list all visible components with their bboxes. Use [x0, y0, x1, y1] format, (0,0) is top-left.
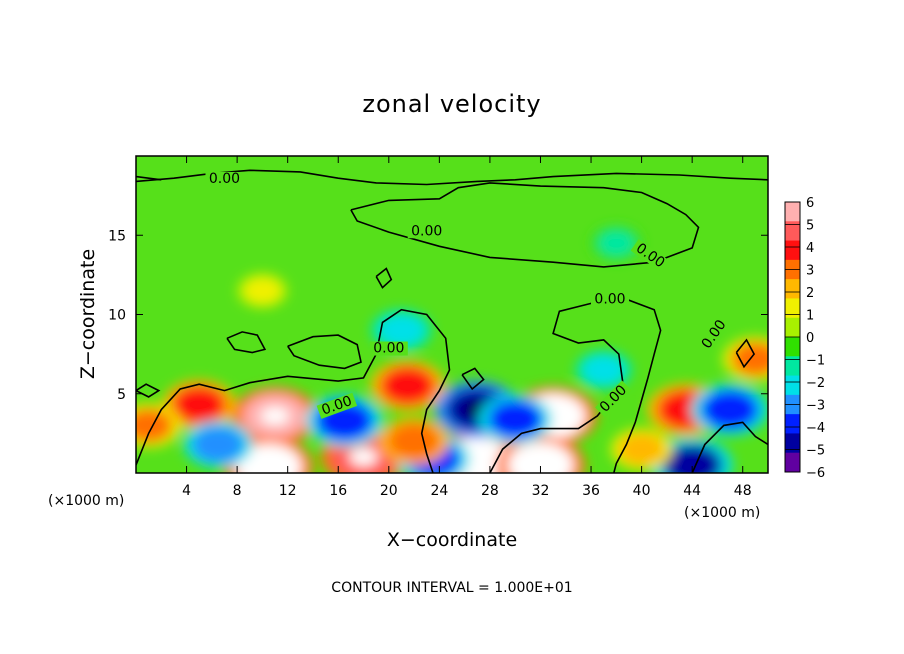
field-feature [380, 366, 436, 406]
contour-line [375, 267, 393, 289]
colorbar-swatch [785, 337, 800, 357]
x-tick-label: 32 [532, 483, 550, 499]
contour-label-bg [591, 292, 629, 307]
x-tick-label: 48 [734, 483, 752, 499]
y-axis-label: Z−coordinate [77, 249, 99, 379]
field-feature [701, 389, 759, 430]
field-feature [192, 426, 244, 463]
colorbar-label: 6 [806, 196, 814, 211]
colorbar-label: −2 [806, 376, 825, 391]
colorbar: 6 5 4 3 2 1 0 −1 −2 −3 −4 −5 −6 [784, 196, 825, 481]
y-axis-ticks: 5 10 15 [108, 228, 768, 403]
x-tick-label: 44 [683, 483, 701, 499]
contour-line [735, 338, 756, 369]
colorbar-swatch [785, 356, 800, 377]
contour-label-bg [205, 171, 244, 186]
colorbar-label: 3 [806, 264, 814, 279]
field-feature [488, 400, 543, 439]
contour-line [461, 367, 485, 391]
contour-line [691, 421, 768, 473]
contour-label-group: 0.00 [369, 341, 408, 357]
field-feature-core [525, 455, 556, 473]
colorbar-swatch [785, 452, 800, 473]
y-tick-label: 10 [108, 308, 126, 324]
colorbar-swatch [785, 433, 800, 454]
x-tick-label: 28 [481, 483, 499, 499]
x-tick-label: 20 [380, 483, 398, 499]
colorbar-swatch [785, 240, 800, 261]
colorbar-label: 1 [806, 309, 814, 324]
field-feature [662, 444, 723, 473]
contour-label: 0.00 [411, 223, 442, 239]
contour-label-bg [697, 314, 731, 354]
x-unit-right: (×1000 m) [684, 505, 760, 521]
colorbar-swatch [785, 279, 800, 299]
x-unit-left: (×1000 m) [48, 493, 124, 509]
colorbar-label: −3 [806, 399, 825, 414]
contour-line [350, 182, 700, 268]
field-feature [243, 277, 282, 305]
x-axis-ticks: 4 8 12 16 20 24 28 32 36 40 44 48 [182, 156, 752, 499]
colorbar-swatch [785, 414, 800, 434]
contour-label-bg [369, 341, 408, 356]
colorbar-label: −1 [806, 354, 825, 369]
colorbar-label: 5 [806, 219, 814, 234]
x-tick-label: 4 [182, 483, 191, 499]
field-feature [388, 423, 440, 460]
colorbar-label: 2 [806, 286, 814, 301]
field-feature [619, 433, 665, 466]
field-feature [731, 341, 768, 376]
x-tick-label: 24 [430, 483, 448, 499]
colorbar-swatch [785, 317, 800, 338]
chart-title: zonal velocity [362, 90, 541, 118]
contour-label-group: 0.00 [205, 171, 244, 187]
x-tick-label: 36 [582, 483, 600, 499]
x-tick-label: 16 [329, 483, 347, 499]
colorbar-label: 4 [806, 241, 814, 256]
contour-label-bg [630, 239, 670, 273]
contour-label-bg [595, 380, 632, 418]
field-feature [136, 408, 173, 443]
contour-label: 0.00 [594, 291, 625, 307]
contour-line [226, 331, 267, 354]
colorbar-label: 0 [806, 331, 814, 346]
heatmap-field [136, 156, 768, 473]
contour-label-bg [407, 224, 446, 239]
colorbar-swatch [785, 221, 800, 242]
colorbar-swatch [785, 375, 800, 396]
colorbar-label: −5 [806, 444, 825, 459]
contour-label-group: 0.00 [591, 291, 629, 307]
contour-line [287, 334, 362, 370]
contour-label: 0.00 [209, 171, 240, 187]
contour-interval-note: CONTOUR INTERVAL = 1.000E+01 [331, 580, 572, 596]
field-feature-core [260, 407, 290, 425]
contour-label-group: 0.00 [407, 223, 446, 239]
contour-line [489, 299, 662, 473]
contour-label-bg [316, 392, 358, 419]
field-feature-core [349, 448, 378, 466]
field-feature-core [253, 457, 284, 473]
field-feature-core [462, 451, 493, 470]
y-tick-label: 5 [117, 387, 126, 403]
field-feature [378, 314, 424, 347]
contour-line [136, 175, 162, 181]
field-feature [582, 354, 625, 385]
field-feature [172, 385, 227, 424]
y-tick-label: 15 [108, 228, 126, 244]
colorbar-label: −4 [806, 421, 825, 436]
colorbar-label: −6 [806, 466, 825, 481]
colorbar-swatch [785, 202, 800, 222]
x-tick-label: 40 [633, 483, 651, 499]
field-feature [597, 229, 636, 257]
contour-label: 0.00 [373, 341, 404, 357]
x-tick-label: 12 [279, 483, 297, 499]
x-axis-label: X−coordinate [387, 529, 517, 551]
colorbar-swatch [785, 298, 800, 319]
x-tick-label: 8 [233, 483, 242, 499]
contour-line [136, 383, 161, 398]
